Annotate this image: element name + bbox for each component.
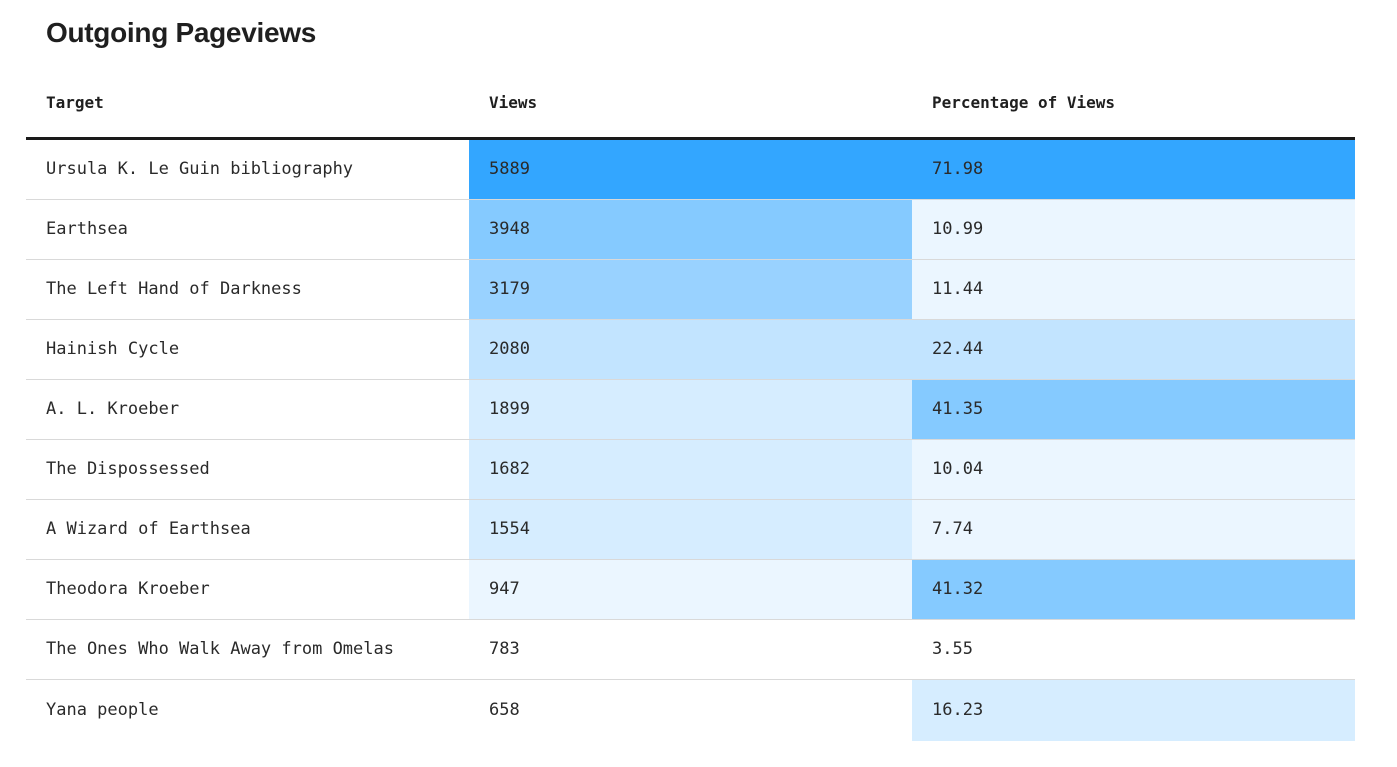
cell-views-text: 1682 xyxy=(489,459,530,479)
cell-views: 783 xyxy=(469,620,912,679)
cell-target: Yana people xyxy=(26,680,469,741)
column-header-target[interactable]: Target xyxy=(46,93,104,112)
cell-percentage: 10.04 xyxy=(912,440,1355,499)
cell-percentage-text: 10.99 xyxy=(932,219,984,239)
cell-target-text: The Dispossessed xyxy=(46,459,210,479)
cell-views: 1682 xyxy=(469,440,912,499)
cell-target-text: The Ones Who Walk Away from Omelas xyxy=(46,639,394,659)
table-row: Yana people 658 16.23 xyxy=(26,680,1355,741)
cell-percentage-text: 3.55 xyxy=(932,639,973,659)
cell-percentage: 10.99 xyxy=(912,200,1355,259)
table-row: Hainish Cycle 2080 22.44 xyxy=(26,320,1355,380)
table-header: Target Views Percentage of Views xyxy=(26,72,1355,140)
cell-percentage-text: 41.35 xyxy=(932,399,984,419)
cell-target-text: The Left Hand of Darkness xyxy=(46,279,302,299)
table-row: A Wizard of Earthsea 1554 7.74 xyxy=(26,500,1355,560)
cell-views: 1899 xyxy=(469,380,912,439)
column-header-percentage[interactable]: Percentage of Views xyxy=(932,93,1116,112)
table-row: Ursula K. Le Guin bibliography 5889 71.98 xyxy=(26,140,1355,200)
cell-percentage-text: 10.04 xyxy=(932,459,984,479)
cell-target-text: Theodora Kroeber xyxy=(46,579,210,599)
cell-views: 2080 xyxy=(469,320,912,379)
cell-percentage: 16.23 xyxy=(912,680,1355,741)
cell-percentage: 71.98 xyxy=(912,140,1355,199)
table-row: Theodora Kroeber 947 41.32 xyxy=(26,560,1355,620)
page-title: Outgoing Pageviews xyxy=(46,17,316,48)
cell-percentage: 22.44 xyxy=(912,320,1355,379)
cell-views-text: 3179 xyxy=(489,279,530,299)
table-row: The Left Hand of Darkness 3179 11.44 xyxy=(26,260,1355,320)
cell-percentage: 7.74 xyxy=(912,500,1355,559)
cell-percentage-text: 41.32 xyxy=(932,579,984,599)
cell-percentage: 3.55 xyxy=(912,620,1355,679)
cell-percentage-text: 71.98 xyxy=(932,159,984,179)
cell-target-text: Yana people xyxy=(46,700,159,720)
cell-views-text: 1554 xyxy=(489,519,530,539)
table-row: A. L. Kroeber 1899 41.35 xyxy=(26,380,1355,440)
cell-target-text: Earthsea xyxy=(46,219,128,239)
cell-target: Hainish Cycle xyxy=(26,320,469,379)
cell-views-text: 2080 xyxy=(489,339,530,359)
table-row: Earthsea 3948 10.99 xyxy=(26,200,1355,260)
cell-views-text: 5889 xyxy=(489,159,530,179)
cell-target: A. L. Kroeber xyxy=(26,380,469,439)
cell-views-text: 1899 xyxy=(489,399,530,419)
cell-views: 3179 xyxy=(469,260,912,319)
cell-target: The Ones Who Walk Away from Omelas xyxy=(26,620,469,679)
cell-percentage-text: 7.74 xyxy=(932,519,973,539)
cell-views-text: 3948 xyxy=(489,219,530,239)
cell-percentage: 41.32 xyxy=(912,560,1355,619)
cell-target-text: Ursula K. Le Guin bibliography xyxy=(46,159,354,179)
cell-percentage-text: 22.44 xyxy=(932,339,984,359)
cell-target: The Dispossessed xyxy=(26,440,469,499)
cell-target-text: Hainish Cycle xyxy=(46,339,180,359)
table-body: Ursula K. Le Guin bibliography 5889 71.98 E… xyxy=(26,140,1355,741)
cell-percentage: 11.44 xyxy=(912,260,1355,319)
cell-views-text: 783 xyxy=(489,639,520,659)
table-row: The Ones Who Walk Away from Omelas 783 3.5… xyxy=(26,620,1355,680)
cell-views-text: 947 xyxy=(489,579,520,599)
cell-views: 5889 xyxy=(469,140,912,199)
cell-target-text: A. L. Kroeber xyxy=(46,399,180,419)
cell-percentage: 41.35 xyxy=(912,380,1355,439)
cell-views: 658 xyxy=(469,680,912,741)
cell-target: Theodora Kroeber xyxy=(26,560,469,619)
cell-target: Ursula K. Le Guin bibliography xyxy=(26,140,469,199)
cell-views: 3948 xyxy=(469,200,912,259)
cell-views: 1554 xyxy=(469,500,912,559)
cell-views-text: 658 xyxy=(489,700,520,720)
table-row: The Dispossessed 1682 10.04 xyxy=(26,440,1355,500)
outgoing-pageviews-table: Target Views Percentage of Views Ursula … xyxy=(26,72,1355,741)
cell-percentage-text: 16.23 xyxy=(932,700,984,720)
cell-percentage-text: 11.44 xyxy=(932,279,984,299)
cell-target: Earthsea xyxy=(26,200,469,259)
cell-views: 947 xyxy=(469,560,912,619)
cell-target: A Wizard of Earthsea xyxy=(26,500,469,559)
cell-target: The Left Hand of Darkness xyxy=(26,260,469,319)
cell-target-text: A Wizard of Earthsea xyxy=(46,519,251,539)
column-header-views[interactable]: Views xyxy=(489,93,538,112)
